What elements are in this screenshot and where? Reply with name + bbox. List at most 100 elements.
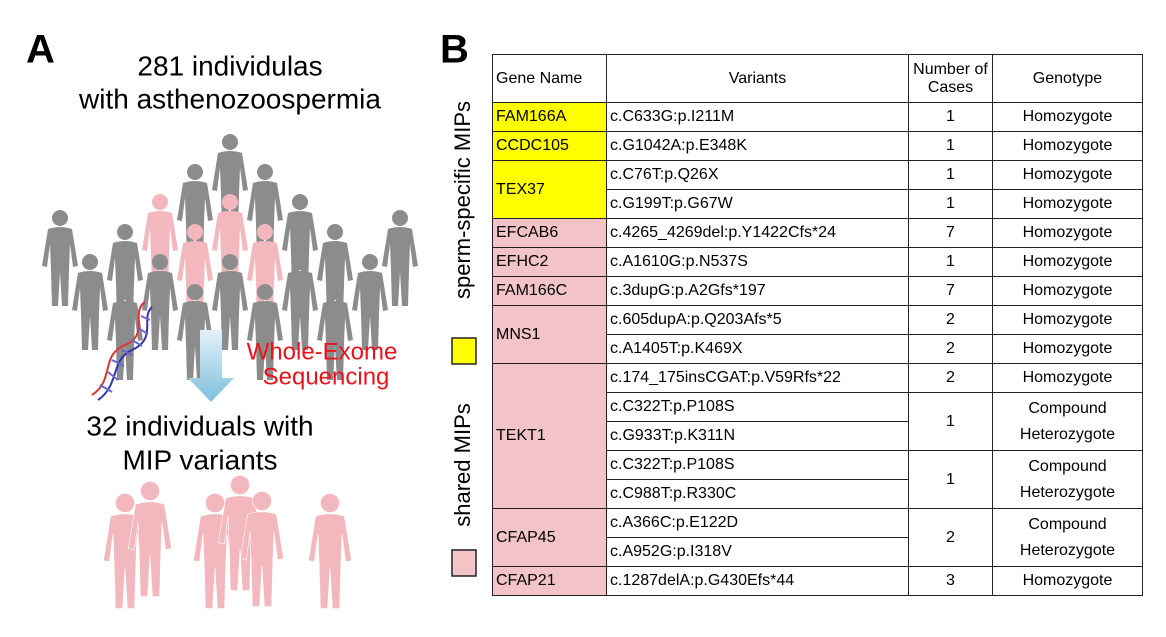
person bbox=[142, 254, 178, 350]
gene-cell: TEX37 bbox=[492, 160, 607, 219]
panel-label: B bbox=[440, 28, 469, 72]
table-row: FAM166C c.3dupG:p.A2Gfs*197 7 Homozygote bbox=[492, 276, 1143, 306]
variant-cell: c.C322T:p.P108S bbox=[606, 450, 909, 480]
genotype-cell: Homozygote bbox=[992, 189, 1143, 219]
method-text: Sequencing bbox=[263, 363, 390, 390]
genotype-cell: Homozygote bbox=[992, 160, 1143, 190]
variant-cell: c.A1610G:p.N537S bbox=[606, 247, 909, 277]
variant-cell: c.A952G:p.I318V bbox=[606, 537, 909, 567]
variant-cell: c.C633G:p.I211M bbox=[606, 102, 909, 132]
gene-cell: EFCAB6 bbox=[492, 218, 607, 248]
variant-cell: c.G199T:p.G67W bbox=[606, 189, 909, 219]
table-row: c.C988T:p.R330C bbox=[493, 479, 1143, 509]
variant-cell: c.G933T:p.K311N bbox=[606, 421, 909, 451]
variant-cell: c.C322T:p.P108S bbox=[606, 392, 909, 422]
result-text: MIP variants bbox=[122, 444, 277, 475]
header-cell: Genotype bbox=[992, 54, 1143, 103]
legend-swatch bbox=[451, 549, 477, 577]
gene-cell: FAM166C bbox=[492, 276, 607, 306]
variant-cell: c.174_175insCGAT:p.V59Rfs*22 bbox=[606, 363, 909, 393]
person bbox=[72, 254, 108, 350]
person bbox=[282, 254, 318, 350]
genotype-cell: Homozygote bbox=[992, 566, 1143, 596]
table-row: c.C322T:p.P108S 1 Compound Heterozygote bbox=[493, 392, 1143, 451]
method-text: Whole-Exome bbox=[247, 338, 398, 365]
mip-individuals bbox=[102, 474, 353, 610]
cases-cell: 7 bbox=[908, 276, 993, 306]
gene-cell: TEKT1 bbox=[492, 363, 607, 509]
variant-cell: c.4265_4269del:p.Y1422Cfs*24 bbox=[606, 218, 909, 248]
cases-cell: 1 bbox=[908, 247, 993, 277]
gene-cell: CCDC105 bbox=[492, 131, 607, 161]
table-row: MNS1 c.605dupA:p.Q203Afs*5 2 Homozygote bbox=[492, 305, 1143, 364]
genotype-cell: Compound Heterozygote bbox=[992, 450, 1143, 509]
cases-cell: 1 bbox=[908, 189, 993, 219]
person bbox=[352, 254, 388, 350]
table-row: TEX37 c.C76T:p.Q26X 1 Homozygote bbox=[492, 160, 1143, 219]
legend-label: shared MIPs bbox=[450, 403, 475, 527]
variant-cell: c.C988T:p.R330C bbox=[606, 479, 909, 509]
table-row: FAM166A c.C633G:p.I211M 1 Homozygote bbox=[492, 102, 1143, 132]
person bbox=[307, 492, 353, 610]
table-row: CFAP45 c.A366C:p.E122D 2 Compound Heterozyg… bbox=[492, 508, 1143, 567]
genotype-cell: Homozygote bbox=[992, 102, 1143, 132]
header-row: Gene Name Variants Number of Cases Genotype bbox=[492, 54, 1143, 103]
genotype-cell: Homozygote bbox=[992, 247, 1143, 277]
genotype-cell: Homozygote bbox=[992, 276, 1143, 306]
person bbox=[42, 210, 78, 306]
header-cell: Gene Name bbox=[492, 54, 607, 103]
variant-table: Gene Name Variants Number of Cases Genotype… bbox=[492, 54, 1143, 596]
cases-cell: 1 bbox=[908, 160, 993, 190]
table-row: c.C322T:p.P108S 1 Compound Heterozygote bbox=[493, 450, 1143, 509]
cases-cell: 3 bbox=[908, 566, 993, 596]
result-text: 32 individuals with bbox=[86, 410, 313, 441]
genotype-cell: Homozygote bbox=[992, 363, 1143, 393]
gene-cell: FAM166A bbox=[492, 102, 607, 132]
cases-cell: 2 bbox=[908, 363, 993, 393]
cases-cell: 1 bbox=[908, 450, 993, 509]
table-row: TEKT1 c.174_175insCGAT:p.V59Rfs*22 2 Homozy… bbox=[492, 363, 1143, 509]
variant-cell: c.605dupA:p.Q203Afs*5 bbox=[606, 305, 909, 335]
table-row: EFHC2 c.A1610G:p.N537S 1 Homozygote bbox=[492, 247, 1143, 277]
table-row: c.G933T:p.K311N bbox=[493, 421, 1143, 451]
person bbox=[382, 210, 418, 306]
cases-cell: 2 bbox=[908, 305, 993, 335]
genotype-cell: Compound Heterozygote bbox=[992, 392, 1143, 451]
cases-cell: 1 bbox=[908, 102, 993, 132]
cohort-text: 281 individulas bbox=[137, 50, 322, 81]
table-row: c.A1405T:p.K469X 2 Homozygote bbox=[493, 334, 1143, 364]
table-row: EFCAB6 c.4265_4269del:p.Y1422Cfs*24 7 Homoz… bbox=[492, 218, 1143, 248]
header-cell: Variants bbox=[606, 54, 909, 103]
gene-cell: CFAP21 bbox=[492, 566, 607, 596]
variant-cell: c.G1042A:p.E348K bbox=[606, 131, 909, 161]
variant-cell: c.3dupG:p.A2Gfs*197 bbox=[606, 276, 909, 306]
legend-swatch bbox=[451, 337, 477, 365]
genotype-cell: Compound Heterozygote bbox=[992, 508, 1143, 567]
arrow bbox=[188, 330, 234, 402]
genotype-cell: Homozygote bbox=[992, 218, 1143, 248]
gene-cell: MNS1 bbox=[492, 305, 607, 364]
variant-cell: c.1287delA:p.G430Efs*44 bbox=[606, 566, 909, 596]
genotype-cell: Homozygote bbox=[992, 334, 1143, 364]
variant-cell: c.C76T:p.Q26X bbox=[606, 160, 909, 190]
cases-cell: 2 bbox=[908, 334, 993, 364]
cohort-text: with asthenozoospermia bbox=[78, 83, 381, 114]
cases-cell: 1 bbox=[908, 392, 993, 451]
gene-cell: CFAP45 bbox=[492, 508, 607, 567]
table-row: CCDC105 c.G1042A:p.E348K 1 Homozygote bbox=[492, 131, 1143, 161]
table-row: CFAP21 c.1287delA:p.G430Efs*44 3 Homozygote bbox=[492, 566, 1143, 596]
gene-cell: EFHC2 bbox=[492, 247, 607, 277]
genotype-cell: Homozygote bbox=[992, 305, 1143, 335]
legend: sperm-specific MIPs shared MIPs bbox=[450, 101, 477, 577]
variant-cell: c.A1405T:p.K469X bbox=[606, 334, 909, 364]
cases-cell: 2 bbox=[908, 508, 993, 567]
legend-label: sperm-specific MIPs bbox=[450, 101, 475, 299]
variant-cell: c.A366C:p.E122D bbox=[606, 508, 909, 538]
cases-cell: 1 bbox=[908, 131, 993, 161]
panel-label: A bbox=[26, 28, 55, 72]
cases-cell: 7 bbox=[908, 218, 993, 248]
genotype-cell: Homozygote bbox=[992, 131, 1143, 161]
header-cell: Number of Cases bbox=[908, 54, 993, 103]
